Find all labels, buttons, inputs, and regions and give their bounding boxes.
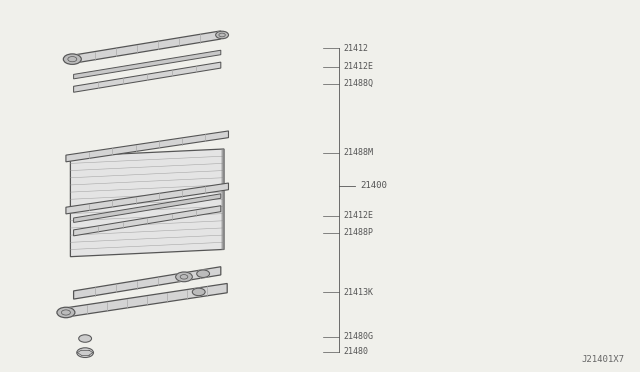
Text: 21488Q: 21488Q: [343, 79, 373, 88]
Polygon shape: [66, 183, 228, 214]
Text: 21480G: 21480G: [343, 332, 373, 341]
Polygon shape: [67, 283, 227, 317]
Text: 21412E: 21412E: [343, 62, 373, 71]
Polygon shape: [74, 267, 221, 299]
Text: 21488P: 21488P: [343, 228, 373, 237]
Text: 21412: 21412: [343, 44, 368, 53]
Polygon shape: [70, 149, 224, 257]
Circle shape: [77, 348, 93, 357]
Text: 21488M: 21488M: [343, 148, 373, 157]
Polygon shape: [74, 50, 221, 79]
Text: 21413K: 21413K: [343, 288, 373, 296]
Text: 21400: 21400: [360, 182, 387, 190]
Polygon shape: [74, 206, 221, 236]
Polygon shape: [74, 31, 221, 63]
Polygon shape: [74, 194, 221, 222]
Polygon shape: [66, 131, 228, 162]
Text: J21401X7: J21401X7: [581, 355, 624, 364]
Circle shape: [57, 307, 75, 318]
Circle shape: [176, 272, 193, 282]
Polygon shape: [74, 62, 221, 92]
Text: 21480: 21480: [343, 347, 368, 356]
Circle shape: [79, 335, 92, 342]
Text: 21412E: 21412E: [343, 211, 373, 220]
Circle shape: [192, 288, 205, 296]
Circle shape: [63, 54, 81, 64]
Circle shape: [196, 270, 209, 278]
Circle shape: [216, 31, 228, 39]
